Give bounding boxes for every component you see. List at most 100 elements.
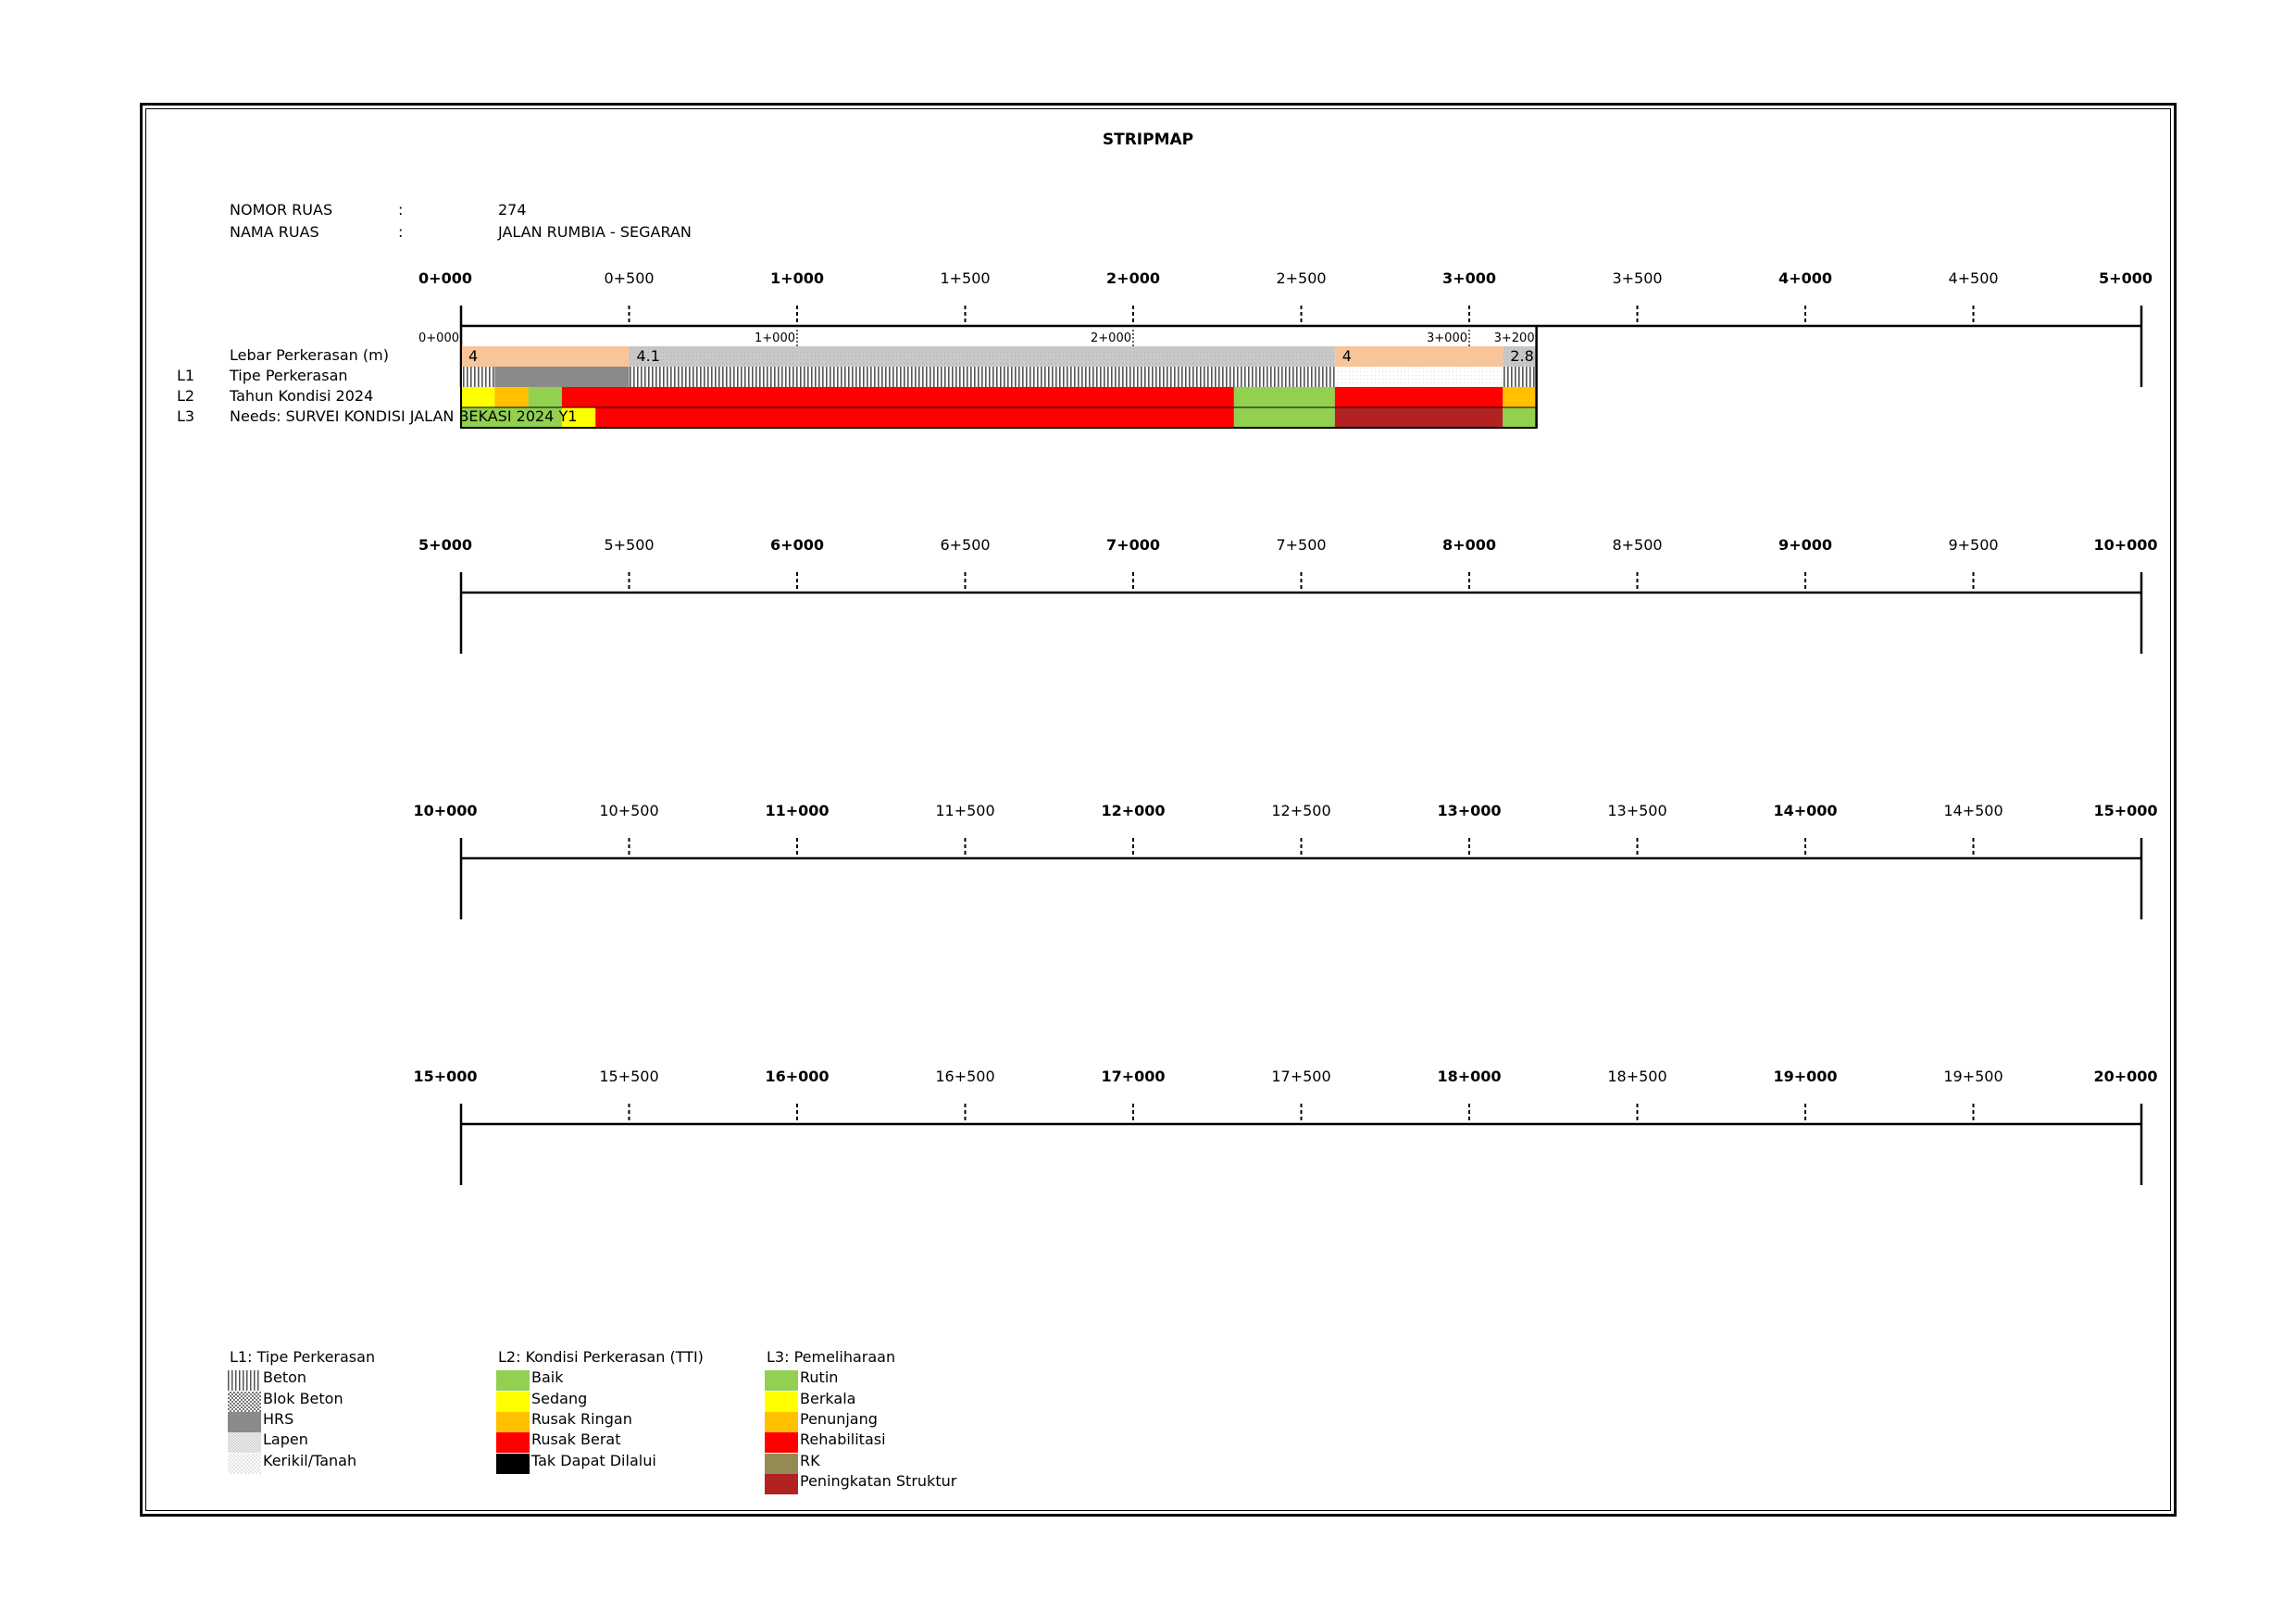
axis-tick-label: 7+500 [1276,536,1326,554]
legend-l2-item: Tak Dapat Dilalui [531,1451,656,1469]
axis-tick-label: 13+000 [1437,802,1501,819]
row-prefix-l2: L2 [177,387,195,405]
axis-tick-label: 6+000 [770,536,824,554]
width-segment [1503,346,1537,367]
legend-l3-title: L3: Pemeliharaan [767,1348,896,1366]
row-label-needs: Needs: SURVEI KONDISI JALAN BEKASI 2024 … [230,407,578,425]
axis-tick-label: 15+000 [413,1068,477,1085]
legend-l3-swatch [765,1432,798,1454]
axis-tick-label: 11+500 [935,802,994,819]
axis-tick-label: 19+500 [1943,1068,2003,1085]
axis-tick-label: 17+000 [1101,1068,1165,1085]
width-segment-label: 4 [1342,347,1352,365]
nomor-ruas-colon: : [398,201,404,219]
legend-l3-swatch [765,1391,798,1412]
needs-segment [1233,407,1335,428]
axis-tick-label: 4+000 [1778,269,1832,287]
axis-tick-label: 3+000 [1442,269,1496,287]
axis-tick-label: 2+000 [1106,269,1160,287]
row-label-kondisi: Tahun Kondisi 2024 [230,387,374,405]
condition-segment [461,387,495,407]
row-label-tipe: Tipe Perkerasan [230,367,348,384]
axis-tick-label: 19+000 [1773,1068,1837,1085]
legend-l1-item: Kerikil/Tanah [263,1451,357,1469]
axis-tick-label: 3+500 [1612,269,1662,287]
axis-tick-label: 7+000 [1106,536,1160,554]
axis-tick-label: 10+500 [599,802,658,819]
row-label-lebar: Lebar Perkerasan (m) [230,346,389,364]
axis-tick-label: 16+500 [935,1068,994,1085]
legend-l2-item: Baik [531,1368,564,1387]
nomor-ruas-label: NOMOR RUAS [230,201,333,219]
axis-tick-label: 13+500 [1607,802,1666,819]
condition-segment [561,387,1234,407]
type-segment [1334,367,1504,387]
legend-l3-item: Berkala [800,1389,856,1407]
nama-ruas-value: JALAN RUMBIA - SEGARAN [498,223,692,241]
row-prefix-l3: L3 [177,407,195,425]
nomor-ruas-value: 274 [498,201,527,219]
condition-segment [528,387,562,407]
legend-l1-swatch [228,1370,261,1392]
legend-l1-swatch [228,1411,261,1432]
axis-tick-label: 5+000 [2099,269,2152,287]
type-segment [494,367,630,387]
legend-l2-swatch [496,1391,530,1412]
needs-segment [461,407,562,428]
condition-segment [494,387,529,407]
sub-tick-label: 1+000 [755,331,795,345]
legend-l2-item: Rusak Berat [531,1430,621,1449]
legend-l1-item: HRS [263,1409,294,1428]
page-border-outer [140,103,2177,1517]
axis-tick-label: 18+000 [1437,1068,1501,1085]
row-prefix-l1: L1 [177,367,195,384]
width-segment [461,346,630,367]
axis-tick-label: 0+500 [604,269,654,287]
width-segment-label: 2.8 [1510,347,1533,365]
axis-tick-label: 18+500 [1607,1068,1666,1085]
axis-tick-label: 2+500 [1276,269,1326,287]
type-segment [461,367,495,387]
axis-tick-label: 17+500 [1271,1068,1330,1085]
axis-tick-label: 15+000 [2093,802,2157,819]
axis-tick-label: 14+500 [1943,802,2003,819]
axis-tick-label: 5+000 [418,536,472,554]
width-segment-label: 4.1 [637,347,660,365]
needs-segment [595,407,1234,428]
axis-tick-label: 14+000 [1773,802,1837,819]
legend-l3-item: RK [800,1451,820,1469]
axis-tick-label: 9+500 [1948,536,1998,554]
needs-segment [561,407,596,428]
legend-l3-swatch [765,1473,798,1494]
axis-tick-label: 9+000 [1778,536,1832,554]
axis-tick-label: 12+500 [1271,802,1330,819]
legend-l2-swatch [496,1432,530,1454]
legend-l3-item: Rehabilitasi [800,1430,886,1449]
axis-tick-label: 20+000 [2093,1068,2157,1085]
axis-tick-label: 15+500 [599,1068,658,1085]
legend-l3-item: Penunjang [800,1409,878,1428]
condition-segment [1334,387,1504,407]
axis-tick-label: 0+000 [418,269,472,287]
axis-tick-label: 16+000 [765,1068,829,1085]
axis-tick-label: 10+000 [413,802,477,819]
sub-tick-label: 3+000 [1427,331,1467,345]
legend-l2-swatch [496,1453,530,1474]
legend-l3-item: Rutin [800,1368,839,1387]
axis-tick-label: 1+500 [940,269,990,287]
needs-segment [1503,407,1537,428]
nama-ruas-label: NAMA RUAS [230,223,319,241]
type-segment [1503,367,1537,387]
sub-tick-label: 3+200 [1494,331,1535,345]
axis-tick-label: 8+500 [1612,536,1662,554]
width-segment [629,346,1335,367]
legend-l2-swatch [496,1411,530,1432]
legend-l3-swatch [765,1453,798,1474]
legend-l1-item: Blok Beton [263,1389,343,1407]
axis-tick-label: 6+500 [940,536,990,554]
page-title: STRIPMAP [1102,131,1194,149]
legend-l1-item: Beton [263,1368,307,1387]
legend-l3-swatch [765,1411,798,1432]
needs-segment [1334,407,1504,428]
legend-l2-item: Rusak Ringan [531,1409,632,1428]
